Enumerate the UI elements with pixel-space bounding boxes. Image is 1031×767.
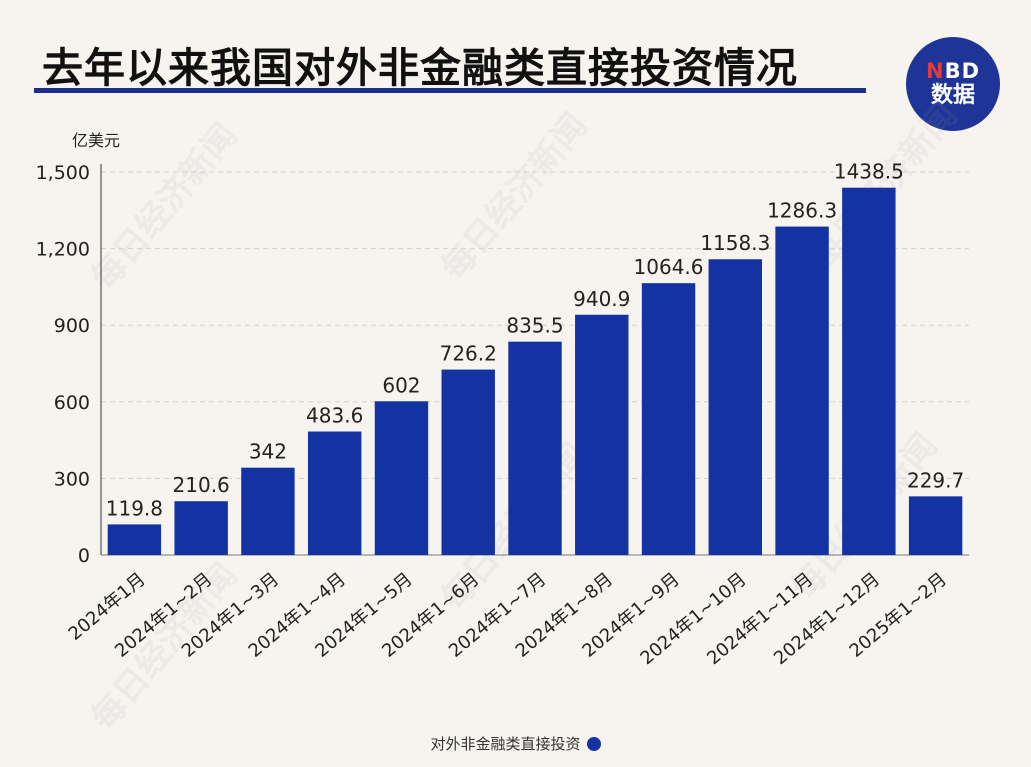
bar [374, 401, 429, 555]
bar [307, 431, 362, 555]
bar-value-label: 940.9 [573, 287, 630, 311]
logo-letters: BD [944, 59, 981, 83]
bar [441, 369, 495, 555]
bar [107, 524, 162, 555]
bar [708, 259, 763, 555]
bar [241, 467, 295, 555]
bar-value-label: 1286.3 [767, 199, 837, 223]
bar-value-label: 119.8 [106, 496, 163, 520]
y-tick-label: 900 [54, 315, 90, 337]
bar-value-label: 726.2 [440, 342, 497, 366]
y-tick-label: 600 [54, 392, 90, 414]
logo-subtitle: 数据 [930, 83, 975, 108]
bar-value-label: 1064.6 [634, 255, 704, 279]
bar-value-label: 229.7 [907, 468, 964, 492]
bar-value-label: 342 [249, 440, 287, 464]
bar-value-label: 835.5 [506, 314, 563, 338]
y-tick-label: 1,500 [36, 162, 90, 184]
legend-label: 对外非金融类直接投资 [430, 735, 581, 753]
bar-value-label: 1158.3 [700, 231, 770, 255]
title-underline [34, 88, 866, 93]
bar-value-label: 483.6 [306, 404, 363, 428]
bar [908, 496, 963, 555]
bar [508, 341, 562, 555]
y-tick-label: 0 [78, 545, 90, 567]
bar [842, 187, 896, 555]
chart-title: 去年以来我国对外非金融类直接投资情况 [42, 44, 798, 92]
legend: 对外非金融类直接投资 [0, 733, 1031, 754]
bar [174, 501, 228, 555]
bar [641, 283, 696, 555]
logo-letter-n: N [925, 59, 945, 83]
bar-value-label: 210.6 [173, 473, 230, 497]
bar-value-label: 1438.5 [834, 160, 904, 184]
bar-value-label: 602 [382, 373, 420, 397]
y-tick-label: 300 [54, 468, 90, 490]
nbd-logo: NBD 数据 [906, 37, 1000, 131]
bar [775, 226, 829, 555]
y-tick-label: 1,200 [36, 239, 90, 261]
y-axis-unit: 亿美元 [72, 131, 120, 150]
bar [575, 314, 629, 555]
legend-marker [586, 737, 601, 751]
